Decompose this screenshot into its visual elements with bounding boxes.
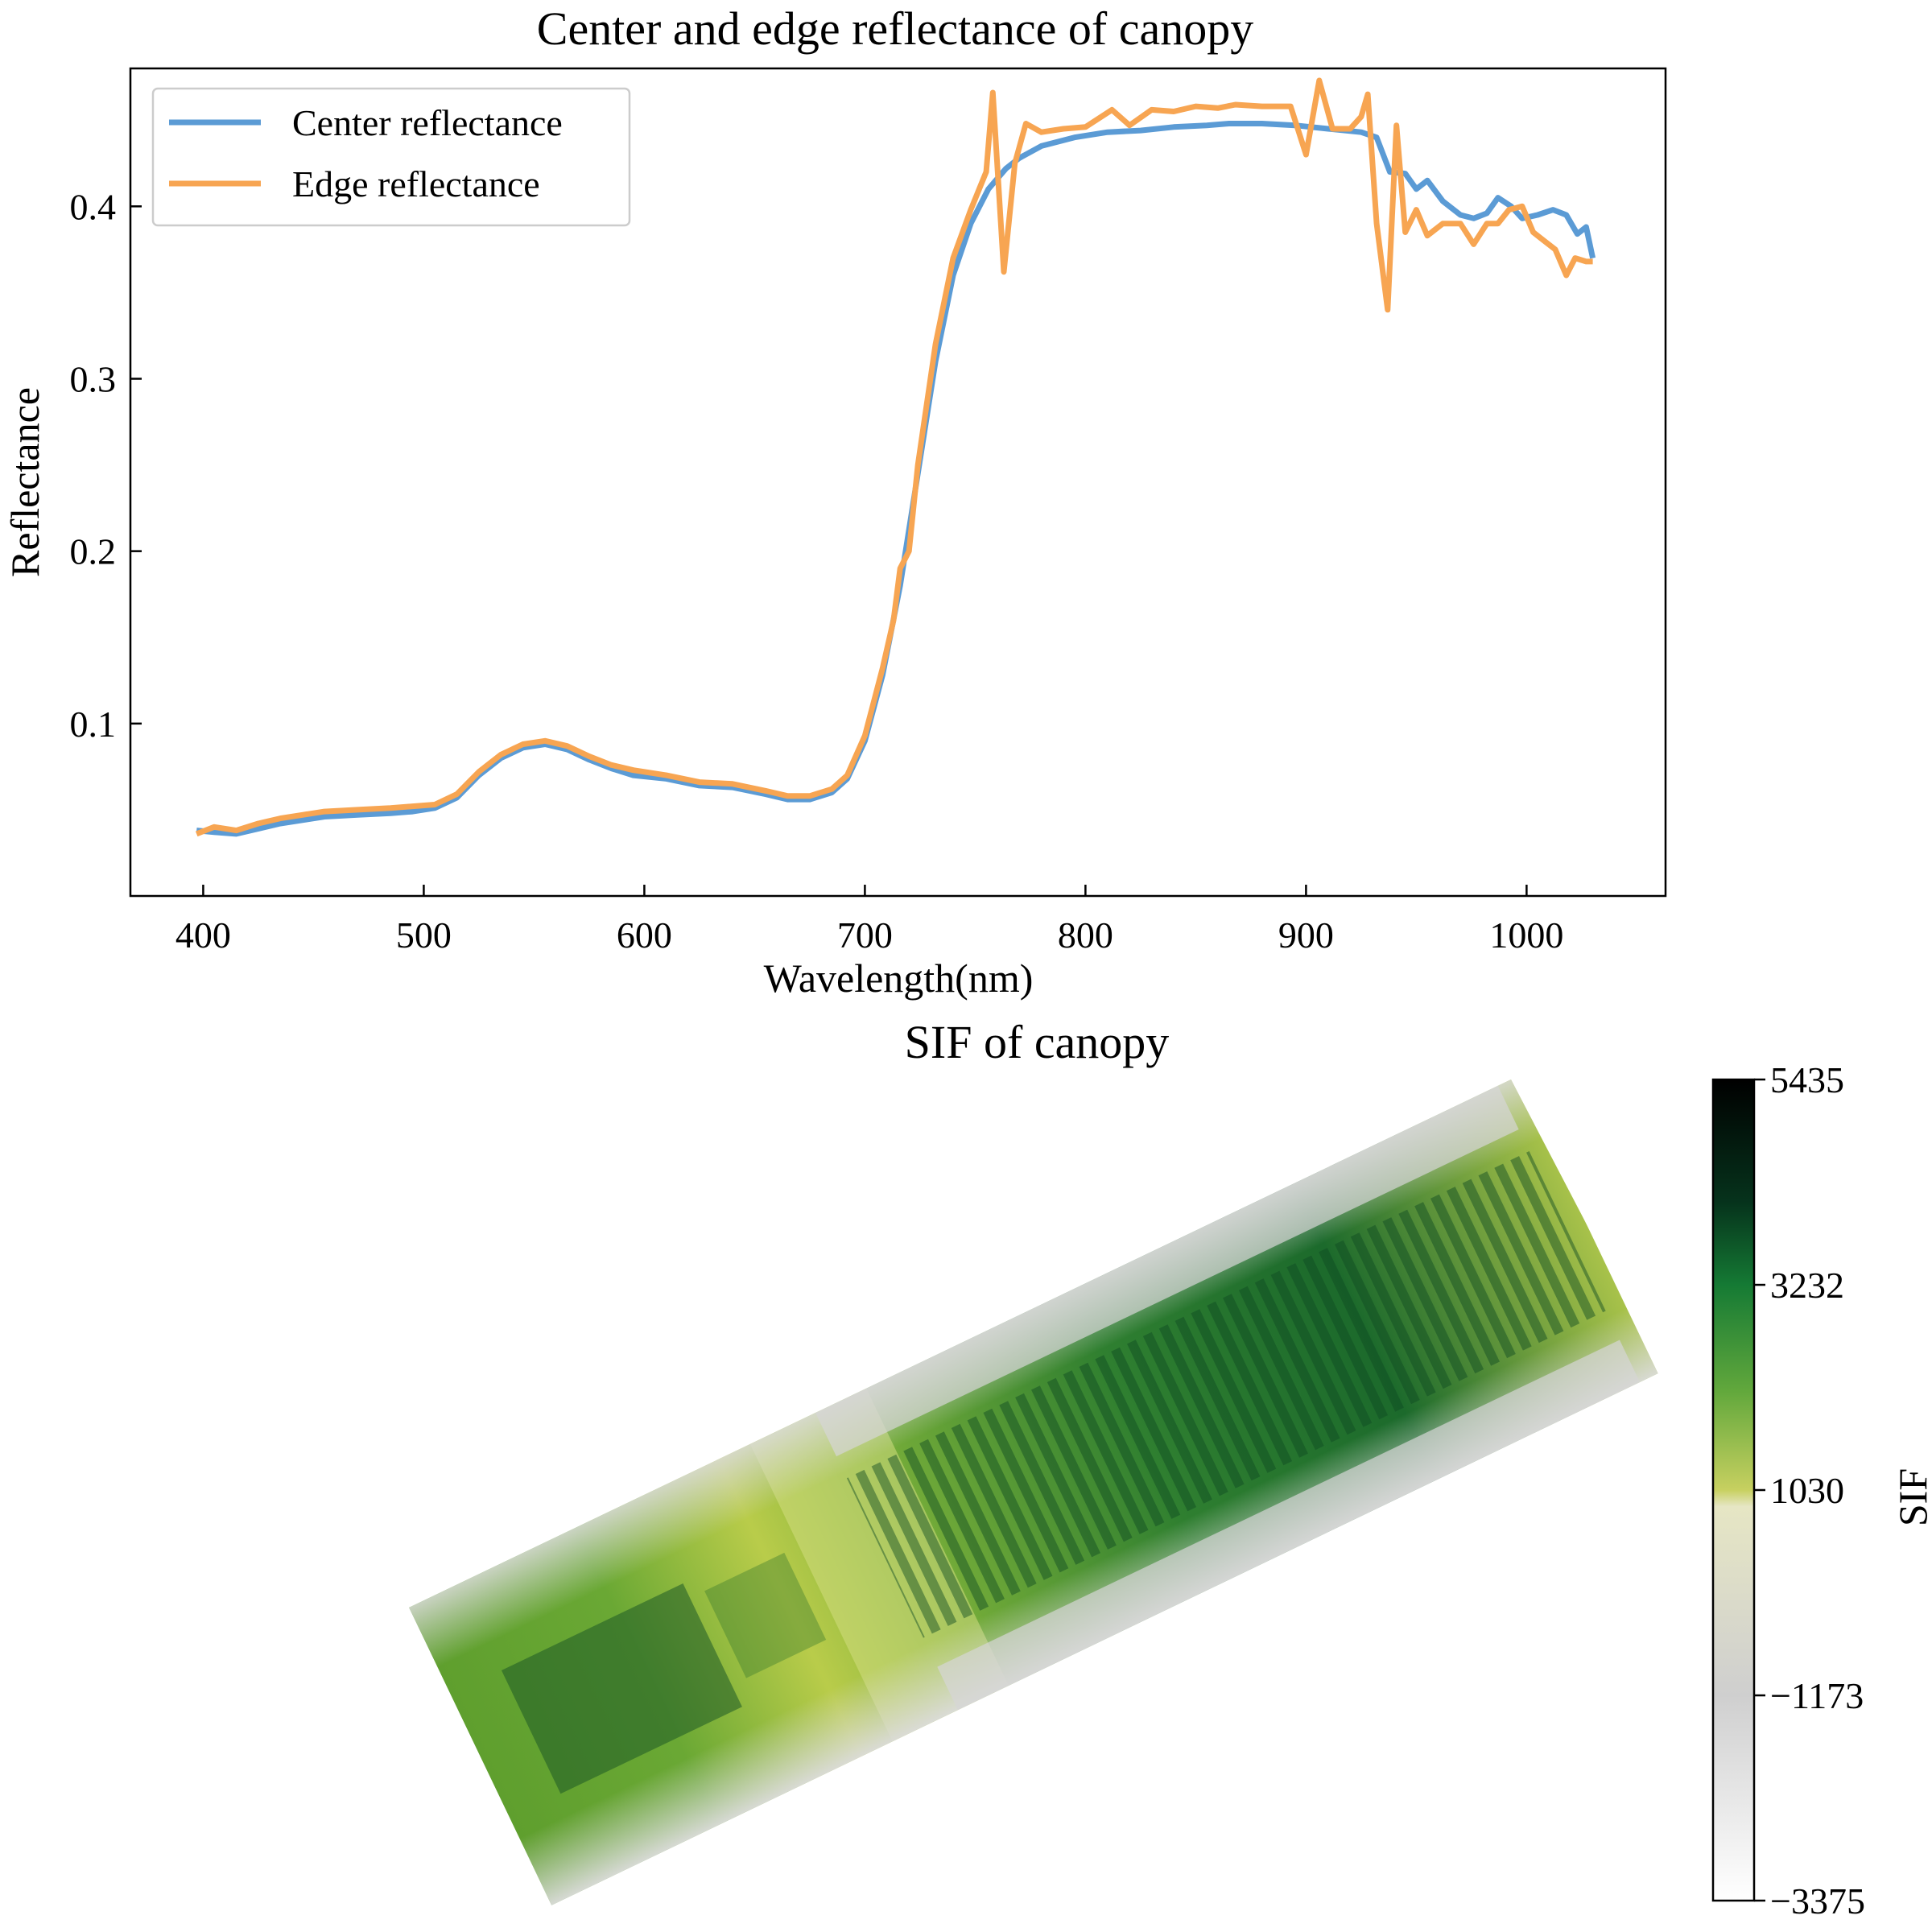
series-line-center [196,121,1596,837]
colorbar: 5435 3232 1030 −1173 −3375 SIF [1711,1059,1932,1922]
x-tick-label: 900 [1278,914,1334,956]
colorbar-tick-label: 1030 [1770,1470,1844,1511]
sif-map-title: SIF of canopy [905,1016,1170,1068]
x-tick-label: 500 [396,914,452,956]
x-axis-label: Wavelength(nm) [764,956,1034,1001]
colorbar-tick-label: 5435 [1770,1059,1844,1100]
y-axis-label: Reflectance [2,387,47,577]
legend-box [151,87,631,227]
x-tick-label: 1000 [1489,914,1563,956]
series-line-edge [195,77,1593,837]
y-tick-label: 0.1 [70,704,117,745]
legend-label-edge: Edge reflectance [292,163,540,204]
line-plot-area: 400 500 600 700 800 900 1000 0.1 0.2 0.3 0.4 [70,77,1596,956]
plot-frame [129,67,1667,898]
y-tick-label: 0.2 [70,531,117,572]
x-tick-label: 400 [175,914,231,956]
colorbar-tick-label: 3232 [1770,1265,1844,1306]
colorbar-gradient [1711,1078,1756,1902]
y-tick-label: 0.3 [70,359,117,400]
colorbar-tick-label: −3375 [1770,1880,1865,1922]
colorbar-tick-label: −1173 [1770,1675,1864,1716]
reflectance-chart-title: Center and edge reflectance of canopy [537,2,1253,55]
x-tick-label: 700 [837,914,893,956]
legend: Center reflectance Edge reflectance [151,87,631,227]
x-tick-label: 800 [1058,914,1113,956]
sif-map-panel: SIF of canopy 5435 3232 1030 −1173 −3375 SIF [409,1016,1932,1922]
sif-map-image [409,1080,1659,1905]
legend-label-center: Center reflectance [292,102,563,143]
y-tick-label: 0.4 [70,186,117,227]
x-tick-label: 600 [617,914,672,956]
colorbar-label: SIF [1890,1468,1932,1526]
reflectance-chart: Center and edge reflectance of canopy 40… [2,2,1667,1001]
